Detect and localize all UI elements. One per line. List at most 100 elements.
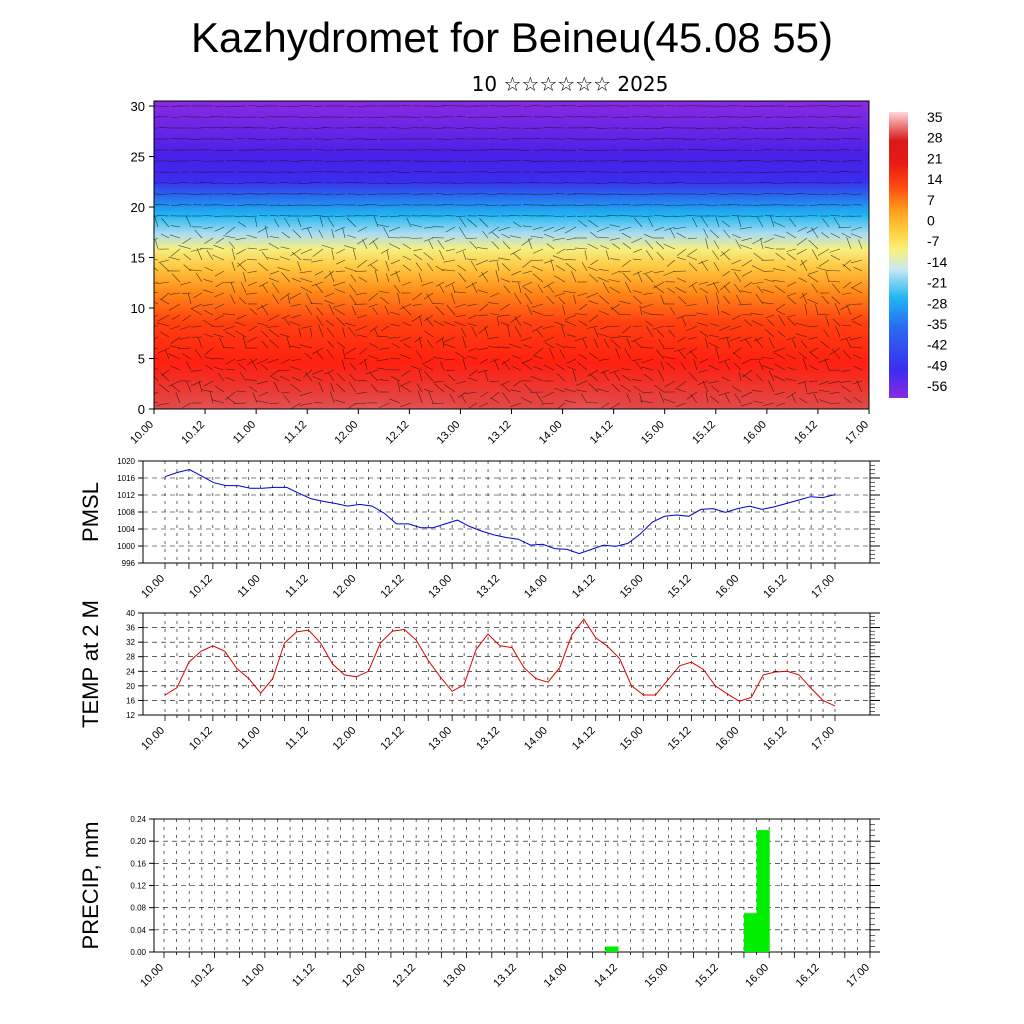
wind-barb [577,361,588,371]
wind-barb [817,105,830,107]
wind-barb [281,232,291,239]
wind-barb [279,149,291,151]
wind-barb [489,138,500,140]
wind-barb [444,384,456,393]
wind-barb [823,329,830,338]
y-tick-label: 0.16 [130,859,146,868]
wind-barb [196,248,203,261]
wind-barb [794,182,808,184]
wind-barb [662,126,676,129]
wind-barb [701,260,709,272]
wind-barb [334,215,346,217]
cross-section-x-axis: 10.00 10.12 11.00 11.12 12.00 12.12 13.00 13.12… [128,409,871,447]
wind-barb [587,219,599,228]
wind-barb [410,116,423,118]
wind-barb [337,341,346,349]
wind-barb [792,338,797,349]
wind-barb [154,357,159,360]
wind-barb [214,149,225,151]
wind-barb [741,259,753,267]
wind-barb [850,233,863,239]
wind-barb [763,237,775,244]
wind-barb [313,105,324,107]
wind-barb [300,278,313,283]
wind-barb [397,292,401,305]
wind-barb [299,344,313,349]
wind-barb [832,283,841,294]
wind-barb [720,248,731,257]
wind-barb [269,270,280,275]
wind-barb [297,261,302,272]
wind-barb [621,204,632,206]
wind-barb [561,324,566,338]
wind-barb [217,372,225,382]
wind-barb [467,323,478,327]
wind-barb [620,313,632,316]
colorbar-label: -14 [927,254,947,270]
wind-barb [248,325,258,332]
wind-barb [279,292,291,301]
wind-barb [640,171,654,173]
wind-barb [762,302,775,305]
x-tick-label: 12.12 [384,419,412,447]
wind-barb [413,248,423,252]
wind-barb [523,383,533,393]
wind-barb [530,376,544,382]
wind-barb [776,310,786,316]
wind-barb [608,160,621,162]
wind-barb [435,336,445,344]
wind-barb [576,389,588,393]
wind-barb [289,292,302,300]
wind-barb [415,262,423,272]
wind-barb [615,348,621,360]
x-tick-label: 10.00 [139,573,167,601]
wind-barb [631,237,643,244]
wind-barb [282,394,291,404]
wind-barb [246,379,258,382]
x-tick-label: 12.12 [378,725,406,753]
wind-barb [357,105,368,107]
wind-barb [772,279,786,283]
wind-barb [520,336,533,342]
wind-barb [543,364,555,371]
wind-barb [777,330,786,338]
wind-barb [795,322,808,327]
wind-barb [326,327,335,338]
wind-barb [751,265,764,272]
wind-barb [775,193,786,195]
wind-barb [761,365,775,371]
wind-barb [423,252,434,261]
wind-barb [284,217,291,228]
wind-barb [238,363,247,371]
wind-barb [849,160,863,162]
wind-barb [574,313,588,316]
wind-barb [731,269,742,272]
wind-barb [536,393,544,404]
wind-barb [687,237,698,240]
y-tick-label: 0.08 [130,904,146,913]
wind-barb [752,237,764,245]
wind-barb [204,356,214,360]
wind-barb [466,355,478,360]
y-tick-label: 20 [126,682,135,691]
wind-barb [709,229,720,239]
wind-barb [644,234,654,239]
wind-barb [846,237,852,250]
wind-barb [224,391,236,401]
y-tick-label: 1020 [117,457,135,466]
wind-barb [659,391,665,404]
wind-barb [501,263,511,272]
wind-barb [741,171,753,173]
wind-barb [459,227,467,239]
wind-barb [643,292,654,295]
wind-barb [541,204,555,206]
wind-barb [346,105,357,107]
wind-barb [410,127,423,129]
x-tick-label: 14.12 [592,962,620,990]
wind-barb [554,292,566,297]
wind-barb [171,116,181,118]
wind-barb [721,220,731,228]
wind-barb [496,261,500,272]
wind-barb [588,352,599,360]
wind-barb [357,237,368,245]
